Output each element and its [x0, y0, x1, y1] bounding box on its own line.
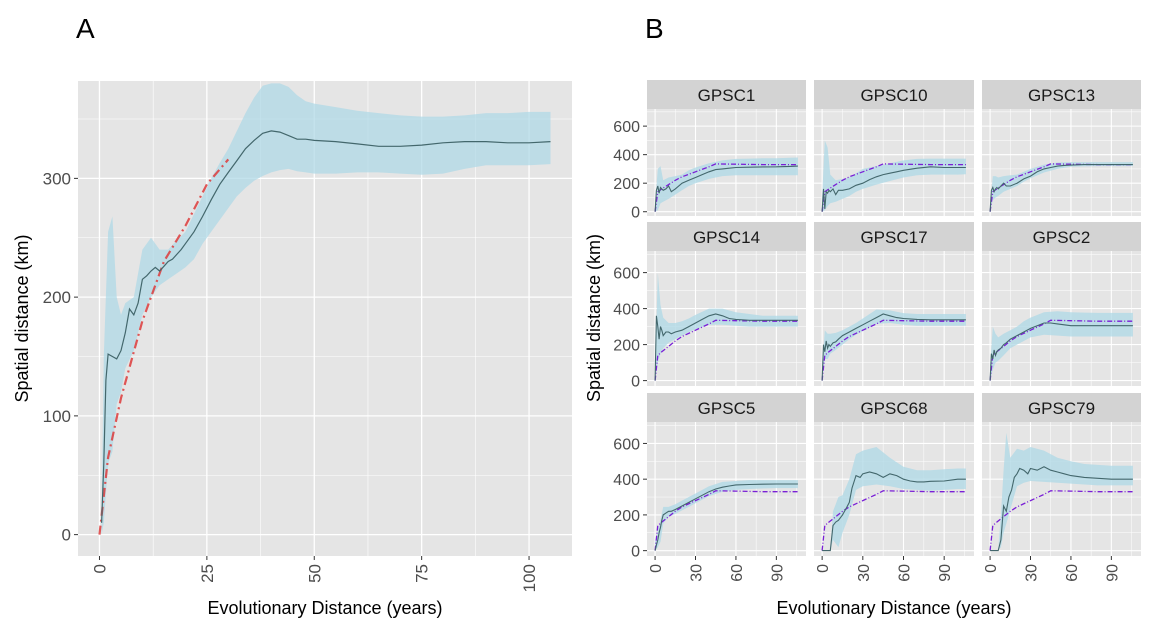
y-tick-label: 400	[613, 148, 640, 165]
fit-line	[654, 490, 798, 551]
mean-line	[989, 164, 1133, 212]
facet-gpsc14: GPSC14 0 200 400 600	[613, 222, 806, 391]
x-tick-label: 0	[90, 564, 109, 573]
x-axis-title: Evolutionary Distance (years)	[207, 598, 442, 618]
y-tick-label: 600	[613, 119, 640, 136]
x-tick-label: 0	[983, 564, 1000, 573]
facet-strip	[647, 80, 806, 109]
mean-line	[821, 313, 966, 381]
y-tick-label: 200	[613, 338, 640, 355]
y-tick-label: 600	[613, 266, 640, 283]
facet-strip	[814, 222, 974, 251]
facet-gpsc5: GPSC5 0 200 400 600 0 30 60 90	[613, 393, 806, 582]
x-tick-label: 60	[729, 564, 746, 582]
mean-line	[654, 313, 798, 381]
y-tick-label: 300	[43, 169, 71, 188]
x-tick-label: 60	[1064, 564, 1081, 582]
panel-label-a: A	[76, 13, 95, 44]
fit-line	[98, 158, 230, 535]
y-tick-label: 0	[62, 526, 71, 545]
facet-title: GPSC1	[698, 86, 756, 105]
x-tick-label: 50	[305, 564, 324, 583]
y-tick-label: 200	[613, 508, 640, 525]
facet-title: GPSC17	[860, 228, 927, 247]
ci-band	[655, 480, 798, 551]
facet-title: GPSC79	[1028, 399, 1095, 418]
facet-title: GPSC2	[1033, 228, 1091, 247]
facet-title: GPSC5	[698, 399, 756, 418]
y-tick-label: 200	[613, 176, 640, 193]
mean-line	[821, 166, 966, 212]
x-tick-label: 75	[413, 564, 432, 583]
y-tick-label: 0	[631, 544, 640, 561]
fit-line	[821, 490, 966, 551]
facet-strip	[814, 393, 974, 422]
facet-strip	[982, 80, 1141, 109]
fit-line	[654, 163, 798, 212]
fit-line	[989, 319, 1133, 381]
y-tick-label: 0	[631, 205, 640, 222]
facet-strip	[982, 393, 1141, 422]
ci-band	[822, 447, 966, 551]
fit-line	[989, 163, 1133, 212]
mean-line	[101, 130, 551, 523]
facet-gpsc2: GPSC2	[982, 222, 1141, 386]
mean-line	[990, 466, 1133, 552]
panel-label-b: B	[645, 13, 664, 44]
facet-title: GPSC14	[693, 228, 760, 247]
fit-line	[654, 319, 798, 381]
facet-gpsc10: GPSC10	[814, 80, 974, 216]
ci-band	[990, 432, 1133, 551]
ci-band	[655, 157, 798, 212]
x-tick-label: 90	[769, 564, 786, 582]
facet-gpsc79: GPSC79 0 30 60 90	[982, 393, 1141, 582]
ci-band	[990, 162, 1133, 212]
y-axis-title: Spatial distance (km)	[12, 234, 32, 402]
facet-strip	[647, 393, 806, 422]
x-axis-title: Evolutionary Distance (years)	[776, 598, 1011, 618]
y-tick-label: 600	[613, 436, 640, 453]
fit-line	[821, 319, 966, 381]
facet-gpsc68: GPSC68 0 30 60 90	[814, 393, 974, 582]
x-tick-label: 60	[896, 564, 913, 582]
y-tick-label: 400	[613, 302, 640, 319]
ci-band	[822, 140, 966, 212]
x-tick-label: 100	[520, 564, 539, 592]
x-tick-label: 0	[648, 564, 665, 573]
facet-gpsc1: GPSC1 0 200 400 600	[613, 80, 806, 222]
fit-line	[821, 163, 966, 212]
y-tick-label: 200	[43, 288, 71, 307]
y-tick-label: 0	[631, 374, 640, 391]
x-tick-label: 30	[689, 564, 706, 582]
facet-title: GPSC68	[860, 399, 927, 418]
mean-line	[989, 322, 1133, 381]
x-tick-label: 30	[856, 564, 873, 582]
ci-band	[990, 311, 1133, 381]
x-tick-label: 90	[1104, 564, 1121, 582]
facet-gpsc17: GPSC17	[814, 222, 974, 386]
mean-line	[654, 165, 798, 212]
ci-band	[655, 272, 798, 381]
y-tick-label: 100	[43, 407, 71, 426]
facet-strip	[814, 80, 974, 109]
facet-strip	[647, 222, 806, 251]
mean-line	[822, 471, 966, 552]
x-tick-label: 25	[198, 564, 217, 583]
y-axis-title: Spatial distance (km)	[584, 234, 604, 402]
facet-title: GPSC13	[1028, 86, 1095, 105]
y-tick-label: 400	[613, 472, 640, 489]
facet-strip	[982, 222, 1141, 251]
mean-line	[654, 483, 798, 551]
x-tick-label: 30	[1024, 564, 1041, 582]
facet-gpsc13: GPSC13	[982, 80, 1141, 216]
x-tick-label: 90	[937, 564, 954, 582]
facet-title: GPSC10	[860, 86, 927, 105]
fit-line	[989, 490, 1133, 551]
x-tick-label: 0	[815, 564, 832, 573]
panel-a-chart: 0 100 200 300 0 25 50 75 100 Evolutionary Distanc…	[12, 81, 572, 618]
